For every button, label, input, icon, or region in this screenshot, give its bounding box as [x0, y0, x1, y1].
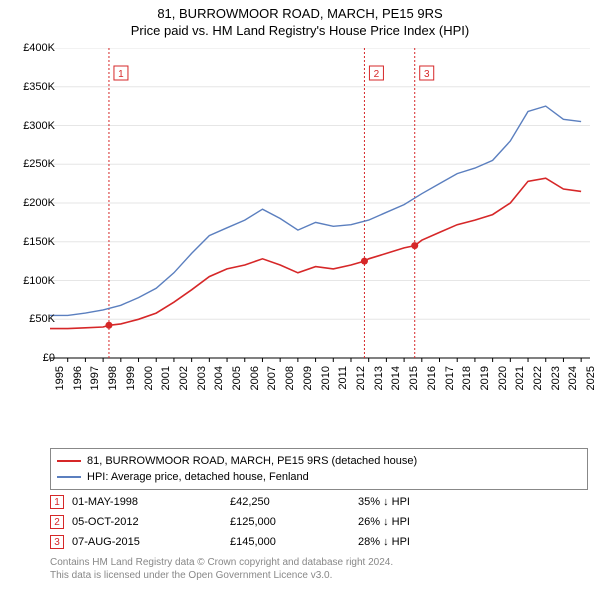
y-tick-label: £300K	[23, 120, 55, 132]
legend-label-red: 81, BURROWMOOR ROAD, MARCH, PE15 9RS (de…	[87, 455, 417, 467]
marker-diff-2: 26% ↓ HPI	[358, 516, 478, 528]
x-tick-label: 2007	[266, 366, 278, 390]
x-tick-label: 2020	[497, 366, 509, 390]
y-tick-label: £200K	[23, 197, 55, 209]
legend-item-blue: HPI: Average price, detached house, Fenl…	[57, 469, 581, 485]
x-tick-label: 2005	[231, 366, 243, 390]
marker-diff-3: 28% ↓ HPI	[358, 536, 478, 548]
x-tick-label: 2001	[160, 366, 172, 390]
x-tick-label: 1998	[107, 366, 119, 390]
x-tick-label: 1996	[72, 366, 84, 390]
marker-diff-1: 35% ↓ HPI	[358, 496, 478, 508]
x-tick-label: 1999	[125, 366, 137, 390]
markers-table: 1 01-MAY-1998 £42,250 35% ↓ HPI 2 05-OCT…	[50, 492, 588, 552]
x-tick-label: 2015	[408, 366, 420, 390]
y-tick-label: £400K	[23, 42, 55, 54]
x-tick-label: 2021	[514, 366, 526, 390]
x-tick-label: 2012	[355, 366, 367, 390]
x-tick-label: 2023	[550, 366, 562, 390]
svg-text:3: 3	[424, 69, 430, 80]
x-tick-label: 2004	[213, 366, 225, 390]
legend-swatch-red	[57, 460, 81, 462]
chart-title: 81, BURROWMOOR ROAD, MARCH, PE15 9RS Pri…	[0, 0, 600, 40]
x-tick-label: 1997	[89, 366, 101, 390]
chart-svg: 1 2 3	[50, 48, 590, 398]
x-tick-label: 2010	[320, 366, 332, 390]
x-tick-label: 2018	[461, 366, 473, 390]
y-tick-label: £350K	[23, 81, 55, 93]
svg-text:2: 2	[374, 69, 380, 80]
marker-date-3: 07-AUG-2015	[72, 536, 222, 548]
attribution-line-2: This data is licensed under the Open Gov…	[50, 569, 588, 582]
x-tick-label: 2025	[585, 366, 597, 390]
y-tick-label: £150K	[23, 236, 55, 248]
marker-price-2: £125,000	[230, 516, 350, 528]
chart-area: 1 2 3	[50, 48, 590, 398]
marker-date-1: 01-MAY-1998	[72, 496, 222, 508]
x-tick-label: 2014	[390, 366, 402, 390]
x-tick-label: 2008	[284, 366, 296, 390]
marker-row-3: 3 07-AUG-2015 £145,000 28% ↓ HPI	[50, 532, 588, 552]
x-tick-label: 2016	[426, 366, 438, 390]
y-tick-label: £0	[43, 352, 55, 364]
marker-row-2: 2 05-OCT-2012 £125,000 26% ↓ HPI	[50, 512, 588, 532]
x-tick-label: 2003	[196, 366, 208, 390]
x-tick-label: 2011	[337, 366, 349, 390]
legend-label-blue: HPI: Average price, detached house, Fenl…	[87, 471, 309, 483]
x-tick-label: 2013	[373, 366, 385, 390]
attribution: Contains HM Land Registry data © Crown c…	[50, 556, 588, 582]
x-tick-label: 2006	[249, 366, 261, 390]
x-tick-label: 2022	[532, 366, 544, 390]
x-tick-label: 2019	[479, 366, 491, 390]
legend-box: 81, BURROWMOOR ROAD, MARCH, PE15 9RS (de…	[50, 448, 588, 490]
marker-row-1: 1 01-MAY-1998 £42,250 35% ↓ HPI	[50, 492, 588, 512]
x-tick-label: 2002	[178, 366, 190, 390]
marker-badge-3: 3	[50, 535, 64, 549]
y-tick-label: £50K	[29, 313, 55, 325]
marker-badge-2: 2	[50, 515, 64, 529]
marker-badge-1: 1	[50, 495, 64, 509]
title-line-2: Price paid vs. HM Land Registry's House …	[0, 23, 600, 40]
x-tick-label: 2000	[143, 366, 155, 390]
y-tick-label: £100K	[23, 275, 55, 287]
title-line-1: 81, BURROWMOOR ROAD, MARCH, PE15 9RS	[0, 6, 600, 23]
svg-text:1: 1	[118, 69, 124, 80]
marker-price-3: £145,000	[230, 536, 350, 548]
marker-price-1: £42,250	[230, 496, 350, 508]
x-tick-label: 2009	[302, 366, 314, 390]
x-tick-label: 1995	[54, 366, 66, 390]
legend-item-red: 81, BURROWMOOR ROAD, MARCH, PE15 9RS (de…	[57, 453, 581, 469]
legend-swatch-blue	[57, 476, 81, 478]
marker-date-2: 05-OCT-2012	[72, 516, 222, 528]
attribution-line-1: Contains HM Land Registry data © Crown c…	[50, 556, 588, 569]
y-tick-label: £250K	[23, 158, 55, 170]
x-tick-label: 2024	[567, 366, 579, 390]
chart-container: 81, BURROWMOOR ROAD, MARCH, PE15 9RS Pri…	[0, 0, 600, 590]
x-tick-label: 2017	[444, 366, 456, 390]
